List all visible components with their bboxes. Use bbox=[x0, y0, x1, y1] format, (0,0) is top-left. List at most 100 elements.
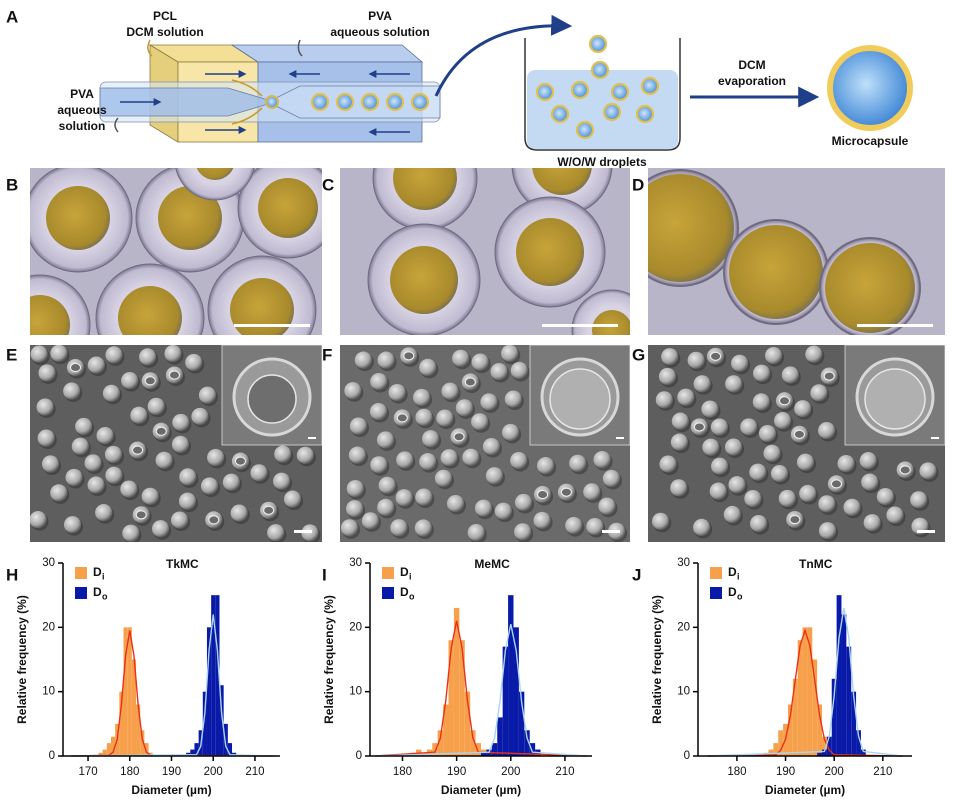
sem-sphere bbox=[84, 454, 102, 472]
sem-sphere bbox=[200, 477, 219, 495]
legend-label: D bbox=[93, 565, 102, 579]
legend-label-subscript: i bbox=[737, 571, 740, 581]
legend-swatch bbox=[710, 567, 722, 579]
y-axis-label: Relative frequency (%) bbox=[322, 595, 336, 724]
sem-sphere bbox=[147, 397, 165, 415]
collapsed-dimple bbox=[779, 396, 791, 406]
histogram-bar bbox=[144, 743, 149, 756]
histogram-bar bbox=[140, 730, 145, 756]
sem-sphere bbox=[105, 466, 123, 484]
legend-swatch bbox=[75, 567, 87, 579]
chart-title: TnMC bbox=[799, 557, 833, 571]
tube-droplet bbox=[410, 92, 430, 112]
sem-sphere bbox=[63, 382, 81, 400]
histogram-bar bbox=[502, 646, 509, 756]
sem-sphere bbox=[569, 454, 587, 472]
sem-sphere bbox=[796, 453, 815, 471]
sem-sphere bbox=[164, 345, 182, 363]
droplet-core bbox=[118, 286, 182, 335]
sem-sphere bbox=[749, 463, 767, 481]
sem-sphere bbox=[441, 382, 459, 400]
flow-curve bbox=[231, 79, 263, 97]
x-tick-label: 210 bbox=[245, 766, 264, 778]
histogram-bar bbox=[822, 736, 827, 756]
sem-sphere bbox=[105, 346, 123, 364]
y-axis-label: Relative frequency (%) bbox=[15, 595, 29, 724]
schematic-label: PCL bbox=[153, 9, 177, 23]
sem-sphere bbox=[378, 476, 396, 494]
sem-sphere bbox=[586, 517, 604, 536]
schematic: PCL DCM solution PVA aqueous solution PVA aqu… bbox=[57, 9, 913, 169]
sem-sphere bbox=[770, 464, 789, 483]
sem-sphere bbox=[474, 499, 493, 517]
sem-sphere bbox=[65, 468, 83, 487]
collapsed-dimple bbox=[234, 456, 246, 466]
collapsed-dimple bbox=[560, 487, 572, 497]
sem-sphere bbox=[485, 467, 504, 485]
histogram-bar bbox=[787, 704, 793, 756]
panel-label: B bbox=[6, 175, 18, 194]
sem-sphere bbox=[273, 472, 291, 490]
sem-sphere bbox=[395, 489, 413, 507]
x-tick-label: 200 bbox=[825, 766, 844, 778]
sem-sphere bbox=[658, 367, 677, 386]
x-tick-label: 210 bbox=[873, 766, 892, 778]
collapsed-dimple bbox=[464, 377, 476, 387]
sem-micrograph bbox=[648, 345, 945, 542]
droplet-core bbox=[393, 168, 457, 210]
beaker-droplet bbox=[575, 120, 595, 140]
sem-sphere bbox=[740, 418, 758, 436]
droplet-core bbox=[516, 218, 584, 286]
x-tick-label: 190 bbox=[162, 766, 181, 778]
y-tick-label: 0 bbox=[684, 750, 690, 762]
histogram-bar bbox=[817, 752, 823, 756]
x-tick-label: 180 bbox=[120, 766, 139, 778]
sem-sphere bbox=[348, 446, 367, 464]
collapsed-dimple bbox=[793, 429, 805, 439]
tube-droplet bbox=[385, 92, 405, 112]
x-tick-label: 180 bbox=[393, 766, 412, 778]
legend-swatch bbox=[710, 587, 722, 599]
legend-swatch bbox=[75, 587, 87, 599]
chart-title: MeMC bbox=[474, 557, 510, 571]
histogram-bar bbox=[136, 704, 141, 756]
sem-sphere bbox=[87, 356, 105, 374]
histogram-bar bbox=[227, 743, 233, 756]
collapsed-dimple bbox=[396, 413, 408, 423]
legend-label-subscript: o bbox=[102, 591, 108, 601]
sem-sphere bbox=[139, 348, 157, 366]
device-top-blue bbox=[230, 44, 424, 63]
transfer-arrow bbox=[434, 14, 573, 97]
sem-sphere bbox=[876, 488, 895, 506]
x-axis-label: Diameter (µm) bbox=[131, 783, 211, 797]
histogram-bar bbox=[131, 659, 137, 756]
histogram-bar bbox=[497, 717, 503, 756]
sem-sphere bbox=[171, 511, 189, 529]
tube-droplet bbox=[335, 92, 355, 112]
histogram-bar bbox=[470, 730, 476, 756]
sem-sphere bbox=[861, 473, 879, 491]
sem-sphere bbox=[471, 353, 489, 371]
histogram-bar bbox=[826, 736, 832, 756]
histogram-bar bbox=[836, 595, 842, 756]
sem-sphere bbox=[414, 519, 432, 537]
chart-title: TkMC bbox=[166, 557, 199, 571]
sem-sphere bbox=[723, 505, 741, 524]
x-tick-label: 190 bbox=[447, 766, 466, 778]
sem-sphere bbox=[415, 408, 433, 426]
sem-sphere bbox=[267, 524, 285, 542]
sem-sphere bbox=[724, 438, 743, 456]
sem-sphere bbox=[419, 453, 437, 471]
histogram-bar bbox=[110, 736, 116, 756]
legend-label-subscript: i bbox=[102, 571, 105, 581]
sem-sphere bbox=[490, 363, 508, 381]
histogram-bar bbox=[437, 730, 444, 756]
histogram-bar bbox=[219, 685, 224, 756]
sem-sphere bbox=[837, 455, 855, 473]
collapsed-dimple bbox=[453, 432, 465, 442]
sem-sphere bbox=[63, 516, 82, 534]
x-tick-label: 170 bbox=[78, 766, 97, 778]
sem-sphere bbox=[799, 484, 817, 503]
y-tick-label: 30 bbox=[42, 557, 55, 569]
